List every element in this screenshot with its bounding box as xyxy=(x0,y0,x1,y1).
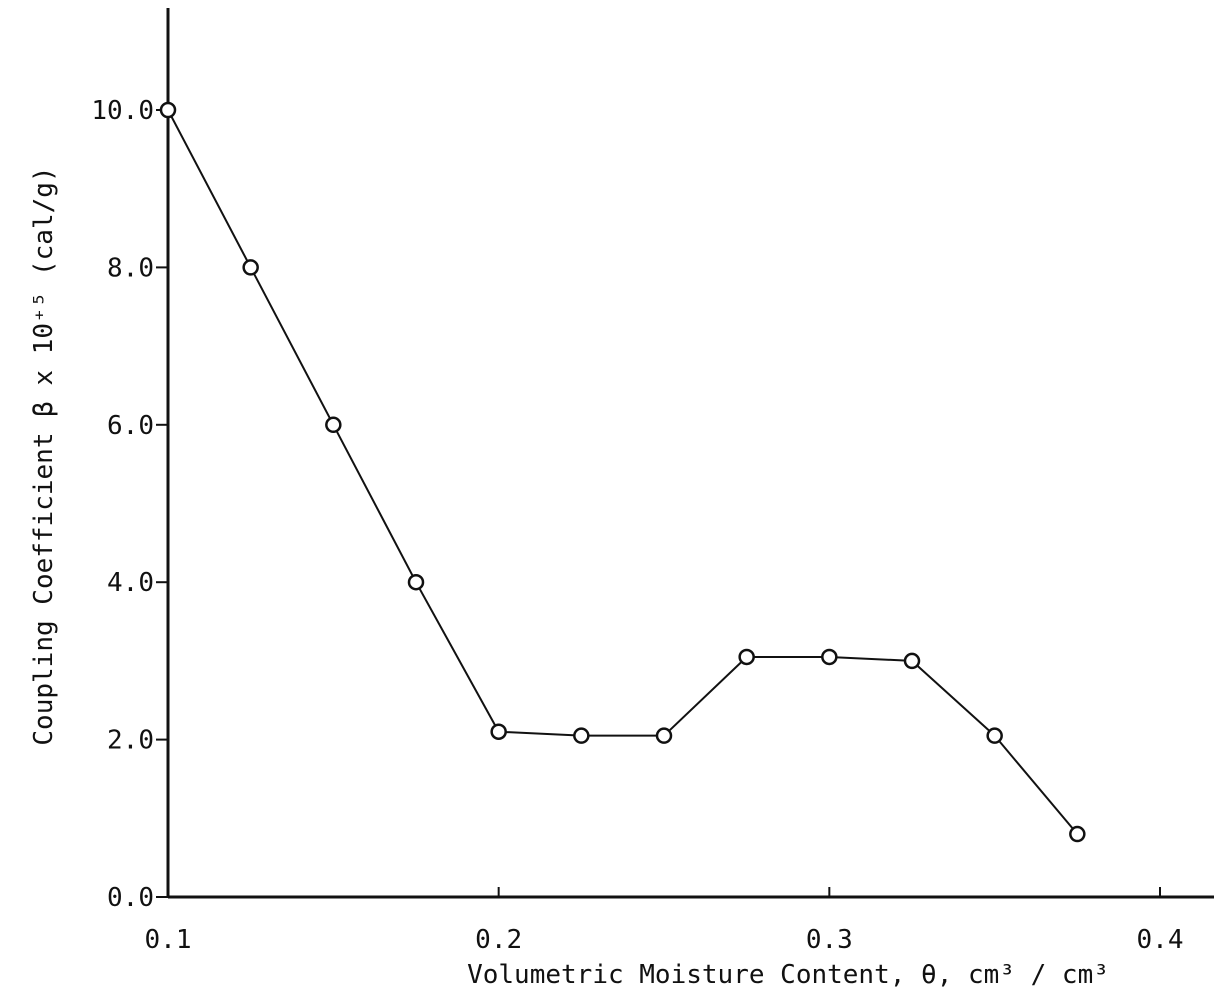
series-line-segment xyxy=(829,655,913,662)
y-tick-label: 2.0 xyxy=(107,726,154,756)
data-point-marker xyxy=(1069,825,1086,843)
y-tick-label: 0.0 xyxy=(107,883,154,913)
tick-marks xyxy=(156,109,1161,898)
data-point-marker xyxy=(573,727,590,744)
series-line-segment xyxy=(415,581,500,733)
data-point-marker xyxy=(407,573,425,591)
axes xyxy=(166,8,1214,899)
data-point-marker xyxy=(242,259,259,276)
series-line-segment xyxy=(167,109,252,268)
data-point-marker xyxy=(821,648,838,666)
y-tick-label: 10.0 xyxy=(91,96,154,126)
data-point-marker xyxy=(986,727,1003,744)
x-axis-label: Volumetric Moisture Content, θ, cm³ / cm… xyxy=(467,960,1109,990)
series-line-segment xyxy=(498,730,582,737)
data-point-marker xyxy=(490,723,507,740)
data-series xyxy=(167,109,1079,835)
data-point-marker xyxy=(655,727,673,744)
series-line-segment xyxy=(993,735,1079,835)
data-point-marker xyxy=(159,101,177,119)
y-tick-label: 8.0 xyxy=(107,253,154,283)
tick-labels: 0.1 0.2 0.3 0.4 0.0 2.0 4.0 6.0 8.0 10.0 xyxy=(91,96,1183,955)
series-line-segment xyxy=(249,266,335,426)
y-axis-label: Coupling Coefficient β x 10⁺⁵ (cal/g) xyxy=(29,166,59,745)
x-tick-label: 0.3 xyxy=(806,925,853,955)
x-tick-label: 0.2 xyxy=(475,925,522,955)
x-tick-label: 0.1 xyxy=(145,925,192,955)
data-point-marker xyxy=(738,648,755,666)
y-tick-label: 6.0 xyxy=(107,411,154,441)
data-point-marker xyxy=(903,652,921,670)
data-point-marker xyxy=(325,416,342,434)
series-line-segment xyxy=(332,424,417,583)
x-tick-label: 0.4 xyxy=(1137,925,1184,955)
data-markers xyxy=(159,101,1086,843)
series-line-segment xyxy=(663,656,748,737)
y-tick-label: 4.0 xyxy=(107,568,154,598)
series-line-segment xyxy=(911,660,996,737)
